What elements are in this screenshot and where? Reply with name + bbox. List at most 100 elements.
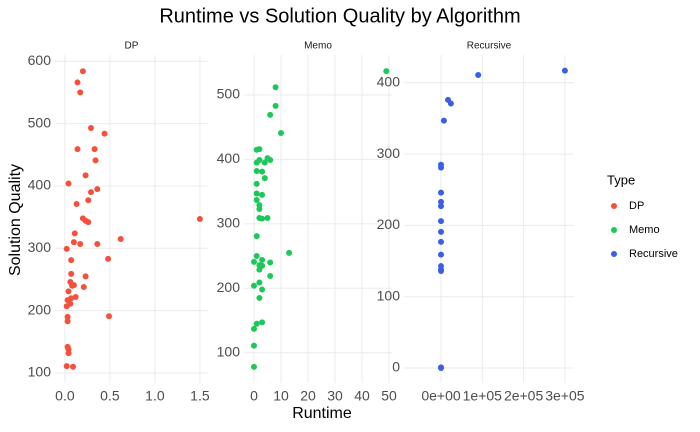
point [82, 172, 89, 179]
y-tick-label: 200 [28, 301, 52, 317]
point [64, 318, 71, 325]
point [278, 129, 284, 136]
point [72, 293, 79, 300]
point [256, 294, 263, 301]
x-tick-label: 0e+00 [421, 388, 461, 404]
point [85, 219, 92, 226]
point [82, 273, 89, 280]
point [438, 266, 445, 273]
y-tick-label: 300 [377, 145, 401, 161]
point [79, 68, 86, 75]
point [250, 325, 257, 332]
point [196, 216, 203, 222]
y-tick-label: 500 [217, 86, 241, 102]
point [73, 201, 80, 208]
point [77, 240, 84, 247]
point [438, 238, 445, 245]
point [250, 363, 257, 370]
point [256, 279, 263, 286]
point [63, 245, 70, 252]
point [383, 68, 390, 75]
point [69, 282, 76, 289]
point [253, 190, 260, 197]
legend-label: Recursive [629, 248, 678, 260]
point [65, 180, 72, 187]
legend-label: DP [629, 200, 644, 212]
point [105, 255, 112, 262]
y-tick-label: 300 [28, 239, 52, 255]
y-tick-label: 100 [28, 364, 52, 380]
point [117, 235, 124, 242]
point [259, 191, 266, 198]
point [259, 215, 266, 222]
point [250, 282, 257, 289]
point [261, 175, 268, 182]
x-tick-label: 10 [273, 388, 289, 404]
facet-title: Memo [304, 41, 332, 52]
point [561, 67, 568, 74]
y-tick-label: 300 [217, 215, 241, 231]
point [253, 146, 260, 153]
point [74, 79, 81, 86]
y-tick-label: 400 [377, 74, 401, 90]
point [253, 159, 260, 166]
point [91, 146, 98, 153]
legend-swatch [611, 227, 617, 233]
point [80, 283, 87, 290]
point [438, 203, 445, 210]
x-tick-label: 40 [354, 388, 370, 404]
point [74, 146, 81, 153]
point [475, 71, 482, 78]
point [286, 249, 293, 256]
point [253, 320, 260, 327]
point [68, 270, 75, 277]
point [65, 350, 72, 357]
y-tick-label: 0 [392, 359, 400, 375]
point [253, 233, 260, 240]
y-tick-label: 400 [28, 177, 52, 193]
x-tick-label: 2e+05 [504, 388, 544, 404]
point [440, 117, 447, 124]
legend-swatch [611, 203, 617, 209]
point [250, 258, 257, 265]
point [106, 313, 112, 320]
point [272, 102, 279, 109]
point [267, 259, 274, 266]
point [438, 164, 445, 171]
x-tick-label: 1.5 [190, 388, 210, 404]
point [438, 228, 445, 235]
point [253, 253, 260, 260]
point [267, 111, 274, 118]
point [253, 196, 260, 203]
x-tick-label: 1.0 [145, 388, 165, 404]
x-tick-label: 50 [381, 388, 397, 404]
x-tick-label: 0.0 [55, 388, 75, 404]
point [65, 288, 72, 295]
legend-swatch [611, 251, 617, 257]
point [77, 89, 84, 96]
y-tick-label: 500 [28, 114, 52, 130]
point [94, 240, 101, 247]
point [259, 286, 266, 293]
x-tick-label: 0 [250, 388, 258, 404]
y-tick-label: 400 [217, 150, 241, 166]
x-tick-label: 3e+05 [545, 388, 585, 404]
point [101, 130, 108, 137]
point [253, 167, 260, 174]
point [256, 206, 263, 213]
point [447, 100, 454, 107]
point [250, 342, 257, 349]
x-axis-label: Runtime [292, 405, 352, 422]
point [267, 157, 274, 164]
point [71, 230, 78, 237]
point [259, 319, 266, 326]
y-tick-label: 200 [217, 279, 241, 295]
point [68, 257, 75, 264]
chart-title: Runtime vs Solution Quality by Algorithm [159, 5, 520, 27]
point [438, 189, 445, 196]
point [264, 215, 271, 222]
point [438, 218, 445, 225]
point [272, 84, 279, 91]
point [438, 365, 445, 372]
legend-label: Memo [629, 224, 660, 236]
